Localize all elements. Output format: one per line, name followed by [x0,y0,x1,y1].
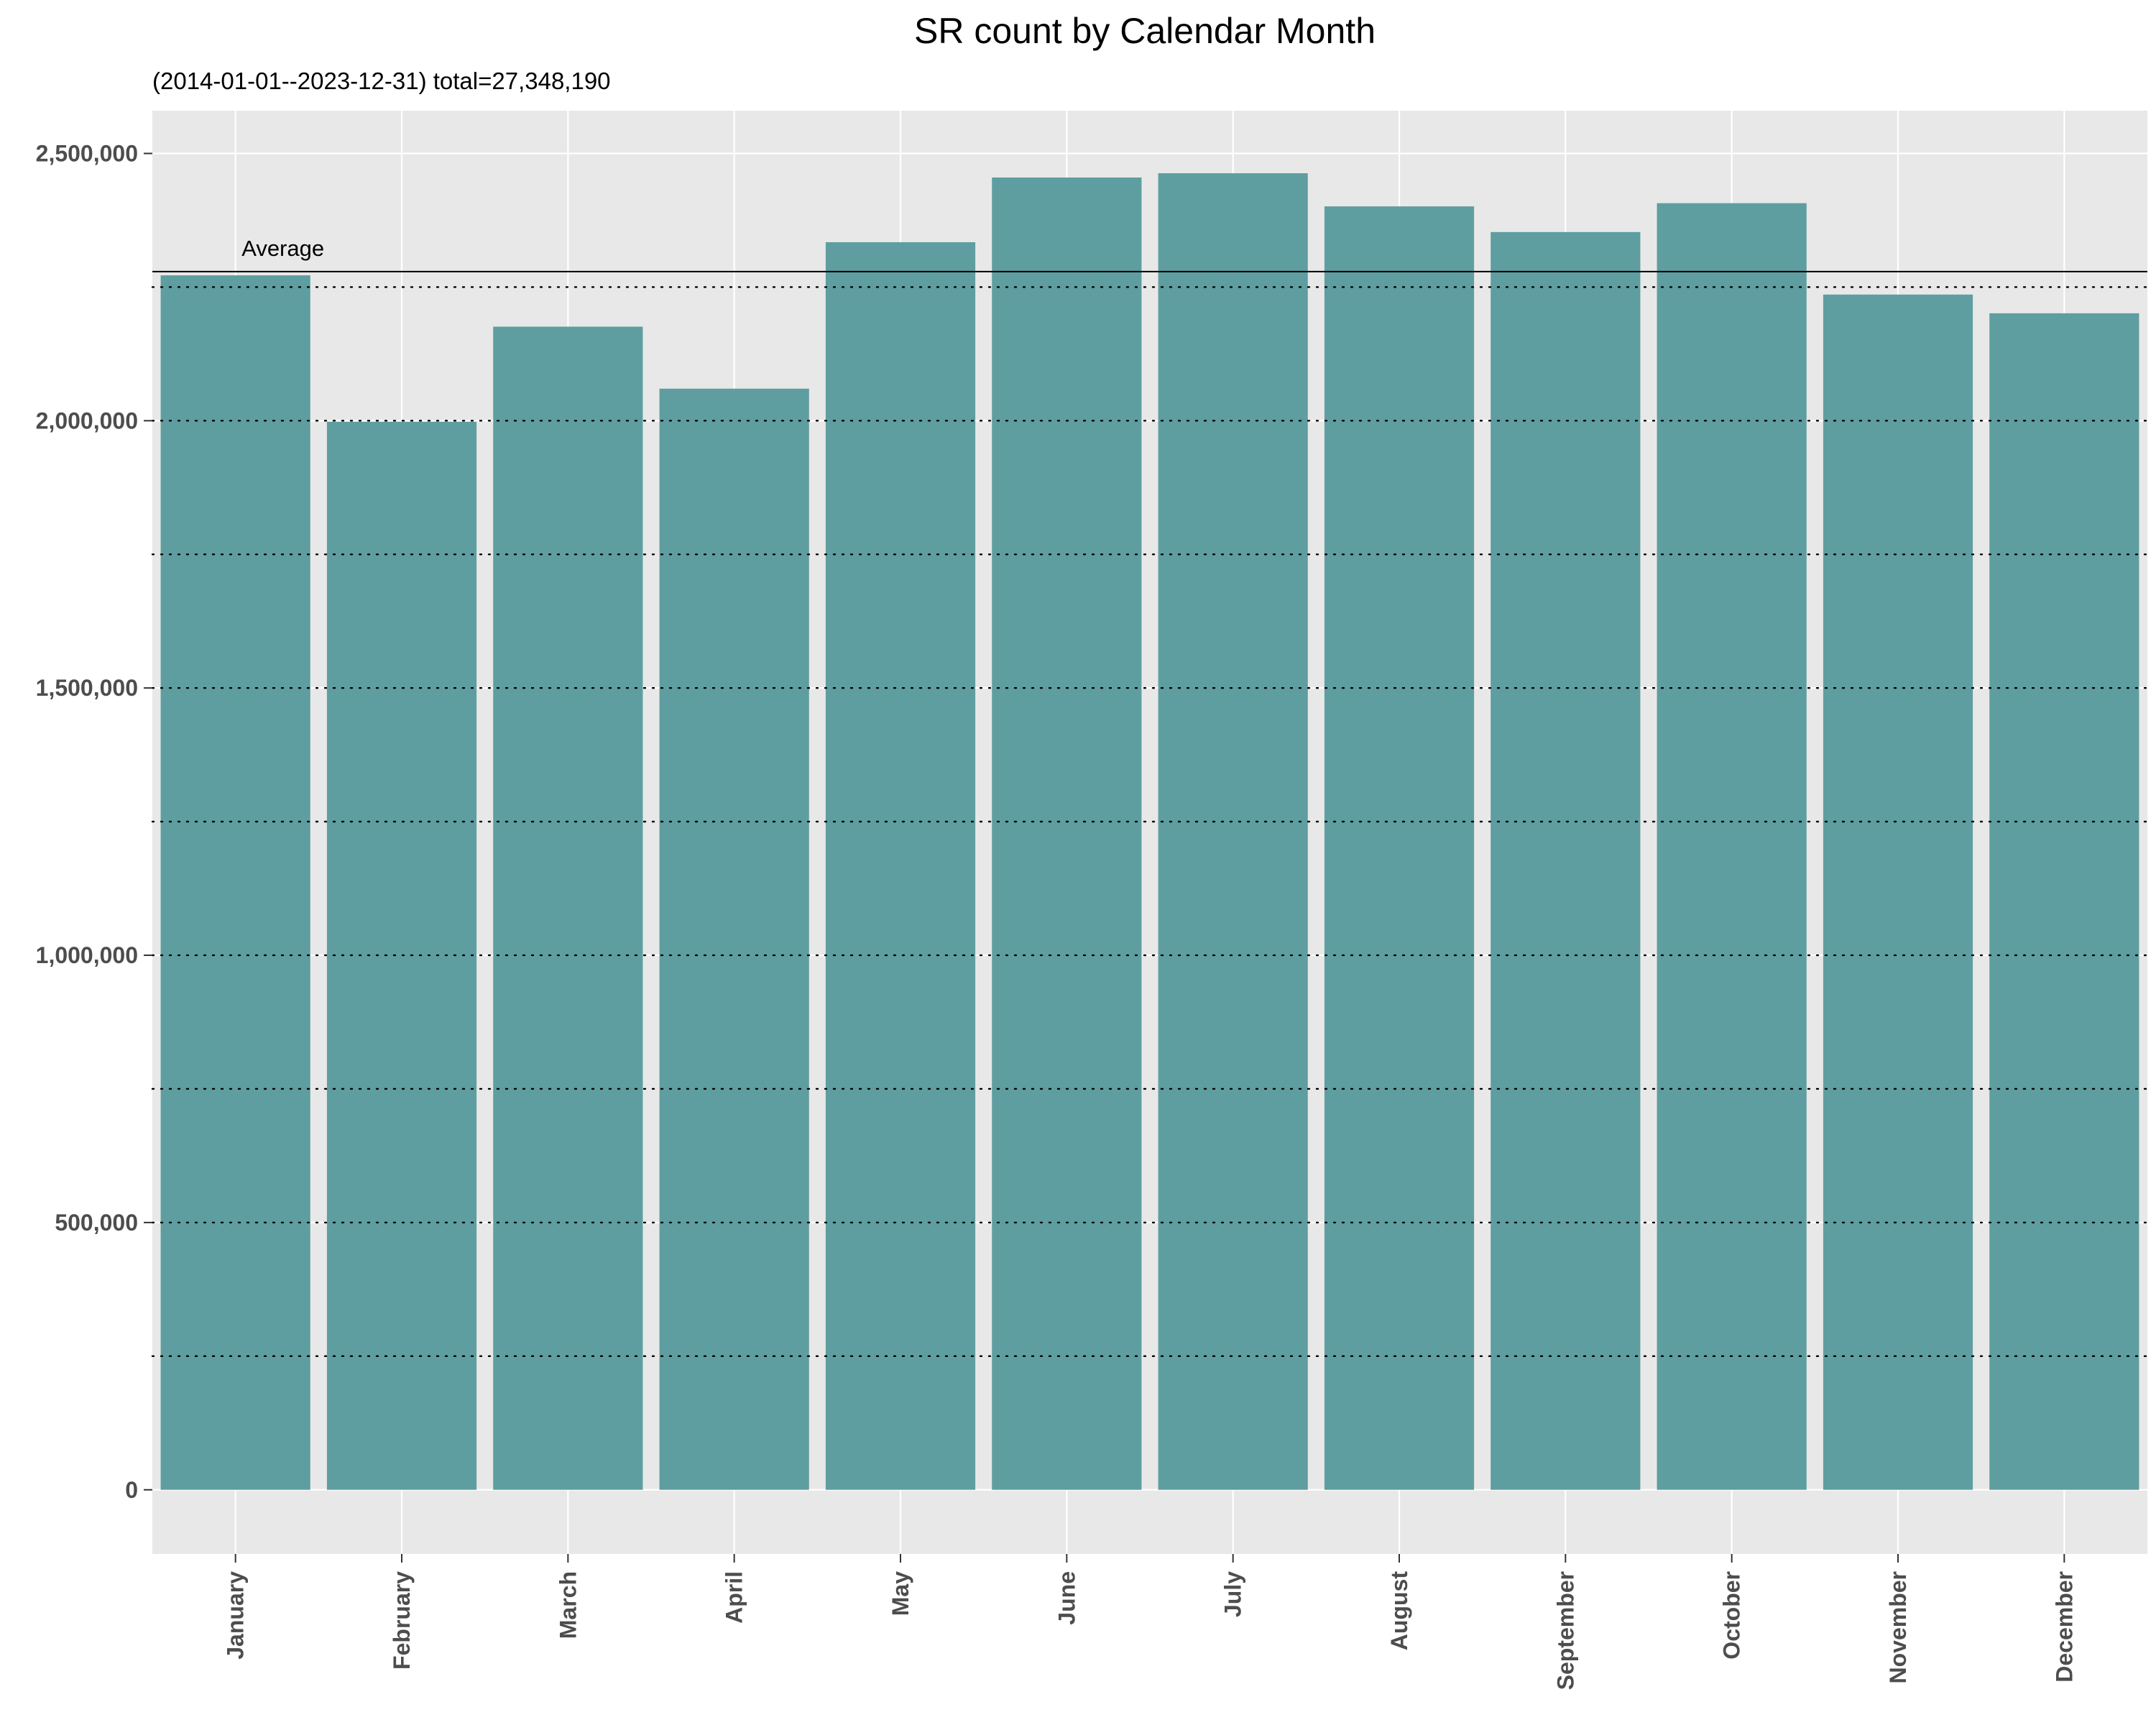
x-tick-label-september: September [1552,1571,1578,1690]
y-tick-label-2: 1,000,000 [36,942,138,968]
bar-april [659,388,809,1490]
x-tick-label-march: March [555,1571,581,1639]
bar-june [992,177,1142,1490]
x-tick-label-february: February [389,1571,415,1670]
bar-may [825,242,976,1490]
bar-december [1989,313,2139,1490]
x-tick-label-august: August [1386,1571,1412,1651]
x-tick-label-july: July [1220,1571,1246,1617]
y-tick-label-3: 1,500,000 [36,675,138,701]
y-tick-label-4: 2,000,000 [36,408,138,433]
x-tick-label-june: June [1054,1571,1079,1625]
average-line-group: Average [152,236,2147,272]
bar-july [1158,173,1308,1490]
y-tick-label-0: 0 [125,1477,138,1503]
x-tick-label-january: January [223,1571,249,1660]
x-tick-label-april: April [722,1571,747,1624]
bar-january [160,275,310,1490]
y-axis: 0 500,000 1,000,000 1,500,000 2,000,000 2,500… [36,140,152,1503]
bar-september [1491,231,1641,1490]
x-tick-label-december: December [2051,1571,2077,1683]
chart-title: SR count by Calendar Month [914,11,1376,51]
bar-october [1657,203,1807,1490]
x-tick-label-november: November [1885,1571,1911,1684]
y-tick-label-5: 2,500,000 [36,140,138,166]
bar-march [493,326,643,1490]
y-tick-label-1: 500,000 [55,1210,138,1236]
plot-panel [152,111,2147,1554]
bar-august [1324,206,1475,1490]
x-tick-label-may: May [888,1571,913,1616]
bar-november [1823,294,1973,1490]
chart-subtitle: (2014-01-01--2023-12-31) total=27,348,19… [152,68,611,94]
x-tick-label-october: October [1719,1571,1745,1660]
average-label: Average [241,236,324,261]
x-axis: January February March April May June July Augu… [223,1554,2077,1690]
